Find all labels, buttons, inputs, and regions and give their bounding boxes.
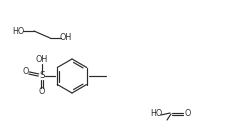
Text: S: S: [39, 72, 45, 81]
Text: O: O: [39, 88, 45, 96]
Text: O: O: [23, 68, 29, 77]
Text: HO: HO: [12, 27, 24, 36]
Text: HO: HO: [150, 109, 162, 118]
Text: OH: OH: [36, 55, 48, 64]
Text: O: O: [185, 109, 191, 118]
Text: OH: OH: [60, 34, 72, 42]
